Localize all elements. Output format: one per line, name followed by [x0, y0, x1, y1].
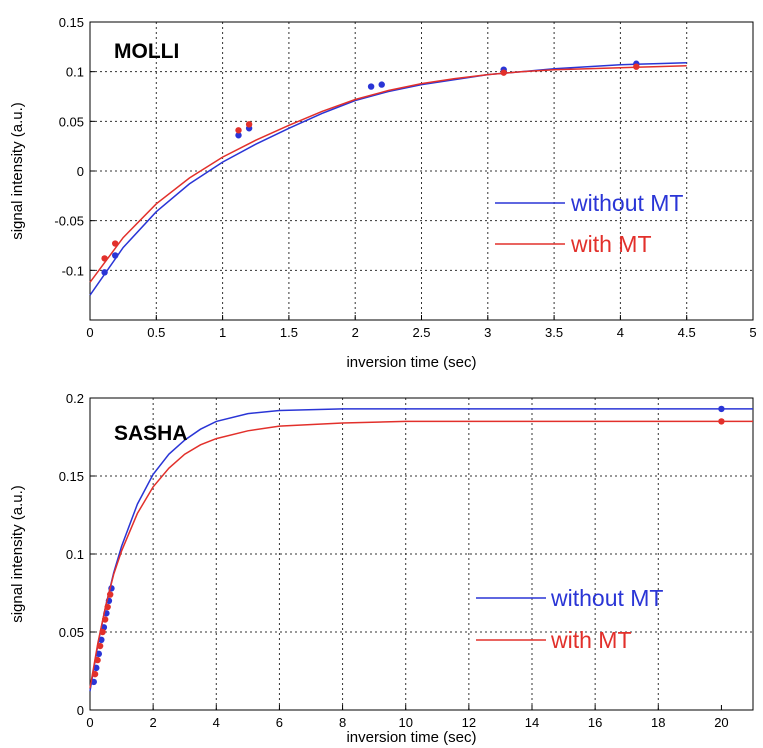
x-tick-label: 2.5	[412, 325, 430, 340]
panel-title: MOLLI	[114, 40, 179, 63]
data-point-with-mt	[101, 616, 109, 623]
data-point-with-mt	[99, 628, 106, 636]
y-tick-label: 0.05	[59, 625, 84, 640]
data-point-with-mt	[718, 418, 725, 425]
data-point-without-mt	[378, 81, 385, 88]
x-tick-label: 5	[749, 325, 756, 340]
y-tick-label: 0.15	[59, 15, 84, 30]
x-tick-label: 4	[617, 325, 624, 340]
x-tick-label: 2	[352, 325, 359, 340]
data-point-with-mt	[94, 656, 101, 664]
x-tick-label: 20	[714, 715, 728, 730]
data-point-without-mt	[90, 678, 97, 686]
x-tick-label: 2	[150, 715, 157, 730]
y-axis-label: signal intensity (a.u.)	[9, 102, 26, 240]
x-tick-label: 10	[398, 715, 412, 730]
x-axis-label: inversion time (sec)	[346, 729, 476, 746]
x-tick-label: 3	[484, 325, 491, 340]
panel-title: SASHA	[114, 422, 188, 445]
x-tick-label: 0	[86, 325, 93, 340]
data-point-without-mt	[367, 83, 375, 90]
y-tick-label: 0.05	[59, 114, 84, 129]
data-point-with-mt	[96, 642, 104, 650]
data-point-without-mt	[718, 405, 725, 413]
x-tick-label: 18	[651, 715, 665, 730]
x-tick-label: 12	[462, 715, 476, 730]
series-line-with-mt	[89, 64, 687, 283]
legend-label-without-mt: without MT	[550, 585, 663, 611]
data-point-with-mt	[107, 591, 114, 598]
x-tick-label: 16	[588, 715, 602, 730]
x-tick-label: 1	[219, 325, 226, 340]
legend-label-with-mt: with MT	[570, 231, 652, 257]
y-tick-label: 0.1	[66, 547, 84, 562]
x-tick-label: 6	[276, 715, 283, 730]
x-axis-label: inversion time (sec)	[346, 354, 476, 371]
y-tick-label: -0.05	[54, 214, 84, 229]
y-axis-label: signal intensity (a.u.)	[9, 485, 26, 623]
data-point-with-mt	[235, 127, 242, 134]
data-point-without-mt	[111, 252, 119, 259]
x-tick-label: 8	[339, 715, 346, 730]
y-tick-label: 0.15	[59, 469, 84, 484]
data-point-without-mt	[101, 269, 108, 276]
chart-panel-sasha: 0 2 4 6 8 10 12 14 16 18 20 0 0.05 0.1 0.15 0.2 inversio…	[9, 391, 754, 746]
data-point-with-mt	[111, 240, 119, 247]
x-tick-label: 0	[86, 715, 93, 730]
chart-panel-molli: 0 0.5 1 1.5 2 2.5 3 3.5 4 4.5 5 -0.1 -0.05 0 0.05 0.1 0.…	[9, 15, 757, 371]
data-point-with-mt	[245, 121, 253, 128]
x-tick-label: 14	[525, 715, 539, 730]
y-tick-label: 0	[77, 703, 84, 718]
series-line-without-mt	[89, 61, 687, 296]
y-tick-label: -0.1	[62, 263, 84, 278]
data-point-without-mt	[95, 650, 103, 658]
legend-label-with-mt: with MT	[550, 627, 632, 653]
x-tick-label: 1.5	[280, 325, 298, 340]
series-line-with-mt	[89, 420, 753, 689]
y-tick-label: 0	[77, 164, 84, 179]
data-point-with-mt	[633, 63, 640, 70]
data-point-without-mt	[93, 664, 100, 672]
data-point-with-mt	[91, 670, 99, 678]
x-tick-label: 0.5	[147, 325, 165, 340]
data-point-without-mt	[98, 636, 105, 643]
data-point-with-mt	[104, 603, 111, 611]
y-tick-label: 0.1	[66, 65, 84, 80]
x-tick-label: 3.5	[545, 325, 563, 340]
legend-label-without-mt: without MT	[570, 190, 683, 216]
data-point-without-mt	[235, 132, 242, 139]
x-tick-label: 4	[213, 715, 220, 730]
x-tick-label: 4.5	[678, 325, 696, 340]
data-point-with-mt	[101, 255, 108, 262]
y-tick-label: 0.2	[66, 391, 84, 406]
data-point-with-mt	[500, 69, 507, 76]
